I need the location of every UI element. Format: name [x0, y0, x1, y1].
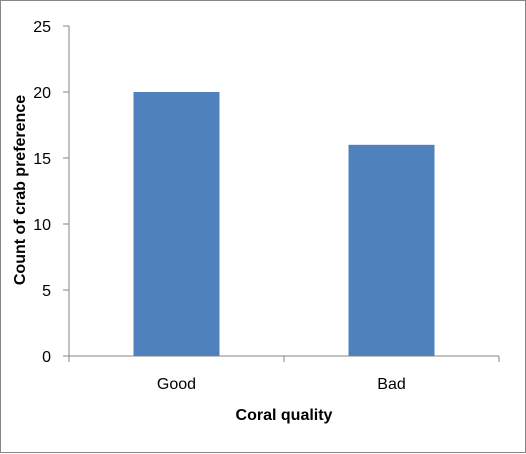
x-axis-title: Coral quality [236, 407, 333, 424]
y-axis-title: Count of crab preference [12, 95, 29, 285]
y-tick-label: 25 [33, 19, 51, 36]
y-tick-label: 15 [33, 151, 51, 168]
bars [133, 92, 435, 356]
y-tick-label: 20 [33, 85, 51, 102]
y-tick-label: 0 [42, 349, 51, 366]
bar-good [133, 92, 220, 356]
y-tick-label: 5 [42, 283, 51, 300]
x-tick-label: Good [157, 376, 196, 393]
x-tick-label: Bad [377, 376, 405, 393]
y-axis: 0 5 10 15 20 25 [33, 19, 70, 366]
bar-bad [348, 144, 435, 356]
y-tick-label: 10 [33, 217, 51, 234]
x-axis: Good Bad [68, 355, 500, 393]
